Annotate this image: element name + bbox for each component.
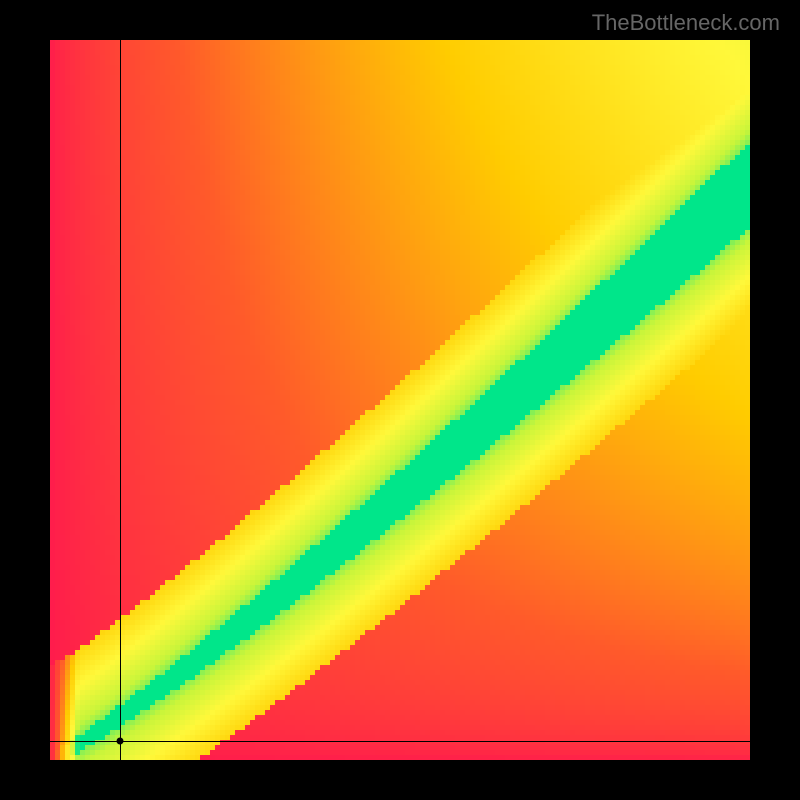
crosshair-horizontal xyxy=(50,741,750,742)
crosshair-marker xyxy=(117,737,124,744)
crosshair-vertical xyxy=(120,40,121,760)
plot-area xyxy=(50,40,750,760)
heatmap-canvas xyxy=(50,40,750,760)
watermark-text: TheBottleneck.com xyxy=(592,10,780,36)
chart-container: TheBottleneck.com xyxy=(0,0,800,800)
